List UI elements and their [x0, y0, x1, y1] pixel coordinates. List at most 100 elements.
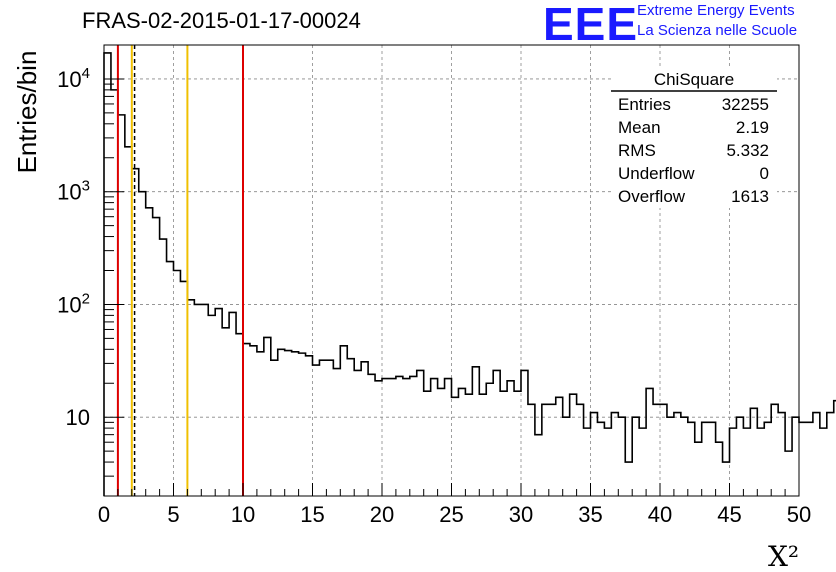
histogram-bin	[556, 397, 563, 496]
y-tick-label: 102	[57, 290, 90, 317]
logo-subtitle-1: Extreme Energy Events	[637, 2, 795, 19]
y-axis-label: Entries/bin	[12, 51, 42, 174]
histogram-bin	[750, 408, 757, 496]
stats-title: ChiSquare	[654, 70, 734, 89]
histogram-bin	[180, 281, 187, 496]
histogram-bin	[410, 376, 417, 496]
histogram-bin	[611, 413, 618, 496]
histogram-bin	[354, 370, 361, 496]
histogram-bin	[368, 374, 375, 496]
histogram-bin	[306, 356, 313, 496]
histogram-bin	[764, 422, 771, 496]
histogram-bin	[500, 391, 507, 496]
histogram-bin	[813, 413, 820, 496]
histogram-bin	[139, 192, 146, 496]
histogram-bin	[243, 344, 250, 496]
histogram-bin	[174, 271, 181, 497]
x-tick-label: 45	[717, 502, 741, 527]
histogram-bin	[201, 304, 208, 496]
x-tick-label: 40	[648, 502, 672, 527]
x-tick-label: 25	[439, 502, 463, 527]
histogram-bin	[382, 379, 389, 496]
histogram-bin	[347, 359, 354, 496]
eee-logo: EEE	[543, 0, 639, 50]
histogram-bin	[118, 115, 125, 496]
histogram-bin	[153, 218, 160, 496]
histogram-bin	[743, 428, 750, 496]
histogram-bin	[445, 379, 452, 496]
x-tick-label: 35	[578, 502, 602, 527]
histogram-bin	[591, 413, 598, 496]
histogram-bin	[563, 417, 570, 496]
y-axis-ticks: 10 102 103 104	[57, 44, 124, 497]
histogram-bin	[723, 462, 730, 496]
histogram-bin	[125, 147, 132, 496]
histogram-bin	[361, 362, 368, 496]
histogram-bin	[292, 352, 299, 496]
histogram-bin	[799, 422, 806, 496]
histogram-bin	[187, 300, 194, 496]
histogram-bin	[514, 391, 521, 496]
histogram-bin	[299, 353, 306, 496]
grid-lines	[104, 45, 799, 496]
histogram-bin	[584, 428, 591, 496]
histogram-bars	[103, 52, 836, 497]
stats-value-overflow: 1613	[731, 187, 769, 206]
histogram-bin	[674, 413, 681, 496]
histogram-bin	[542, 404, 549, 496]
histogram-bin	[271, 360, 278, 496]
stats-value-underflow: 0	[760, 164, 769, 183]
stats-label-mean: Mean	[618, 118, 661, 137]
histogram-bin	[577, 404, 584, 496]
histogram-bin	[438, 388, 445, 496]
histogram-bin	[167, 262, 174, 496]
chart-title: FRAS-02-2015-01-17-00024	[82, 8, 361, 33]
stats-label-rms: RMS	[618, 141, 656, 160]
stats-value-rms: 5.332	[726, 141, 769, 160]
histogram-bin	[250, 346, 257, 496]
histogram-bin	[104, 53, 111, 496]
histogram-bin	[229, 312, 236, 496]
histogram-bin	[403, 379, 410, 496]
x-tick-label: 30	[509, 502, 533, 527]
histogram-bin	[604, 428, 611, 496]
x-tick-label: 15	[300, 502, 324, 527]
histogram-bin	[639, 428, 646, 496]
y-tick-label: 10	[66, 405, 90, 430]
histogram-bin	[632, 417, 639, 496]
histogram-bin	[702, 422, 709, 496]
histogram-bin	[521, 370, 528, 496]
histogram-bin	[549, 404, 556, 496]
x-axis-ticks: 0 5 10 15 20 25 30 35 40 45 50	[98, 483, 811, 527]
logo-subtitle-2: La Scienza nelle Scuole	[637, 22, 798, 39]
histogram-bin	[222, 328, 229, 496]
histogram-bin	[806, 422, 813, 496]
histogram-bin	[597, 422, 604, 496]
histogram-bin	[660, 404, 667, 496]
histogram-bin	[507, 381, 514, 496]
y-tick-label: 103	[57, 178, 90, 205]
histogram-bin	[688, 422, 695, 496]
histogram-bin	[194, 304, 201, 496]
histogram-bin	[215, 309, 222, 496]
x-tick-label: 5	[167, 502, 179, 527]
histogram-bin	[709, 422, 716, 496]
histogram-bin	[208, 315, 215, 496]
histogram-bin	[820, 428, 827, 496]
histogram-bin	[625, 462, 632, 496]
stats-value-mean: 2.19	[736, 118, 769, 137]
histogram-bin	[535, 435, 542, 496]
histogram-outline	[103, 52, 836, 496]
histogram-bin	[452, 397, 459, 496]
stats-label-overflow: Overflow	[618, 187, 686, 206]
histogram-bin	[396, 376, 403, 496]
histogram-bin	[313, 365, 320, 496]
histogram-bin	[827, 413, 834, 496]
histogram-bin	[730, 428, 737, 496]
histogram-bin	[570, 394, 577, 496]
histogram-bin	[667, 417, 674, 496]
marker-lines	[116, 45, 244, 496]
x-tick-label: 10	[231, 502, 255, 527]
histogram-bin	[757, 428, 764, 496]
histogram-bin	[479, 394, 486, 496]
